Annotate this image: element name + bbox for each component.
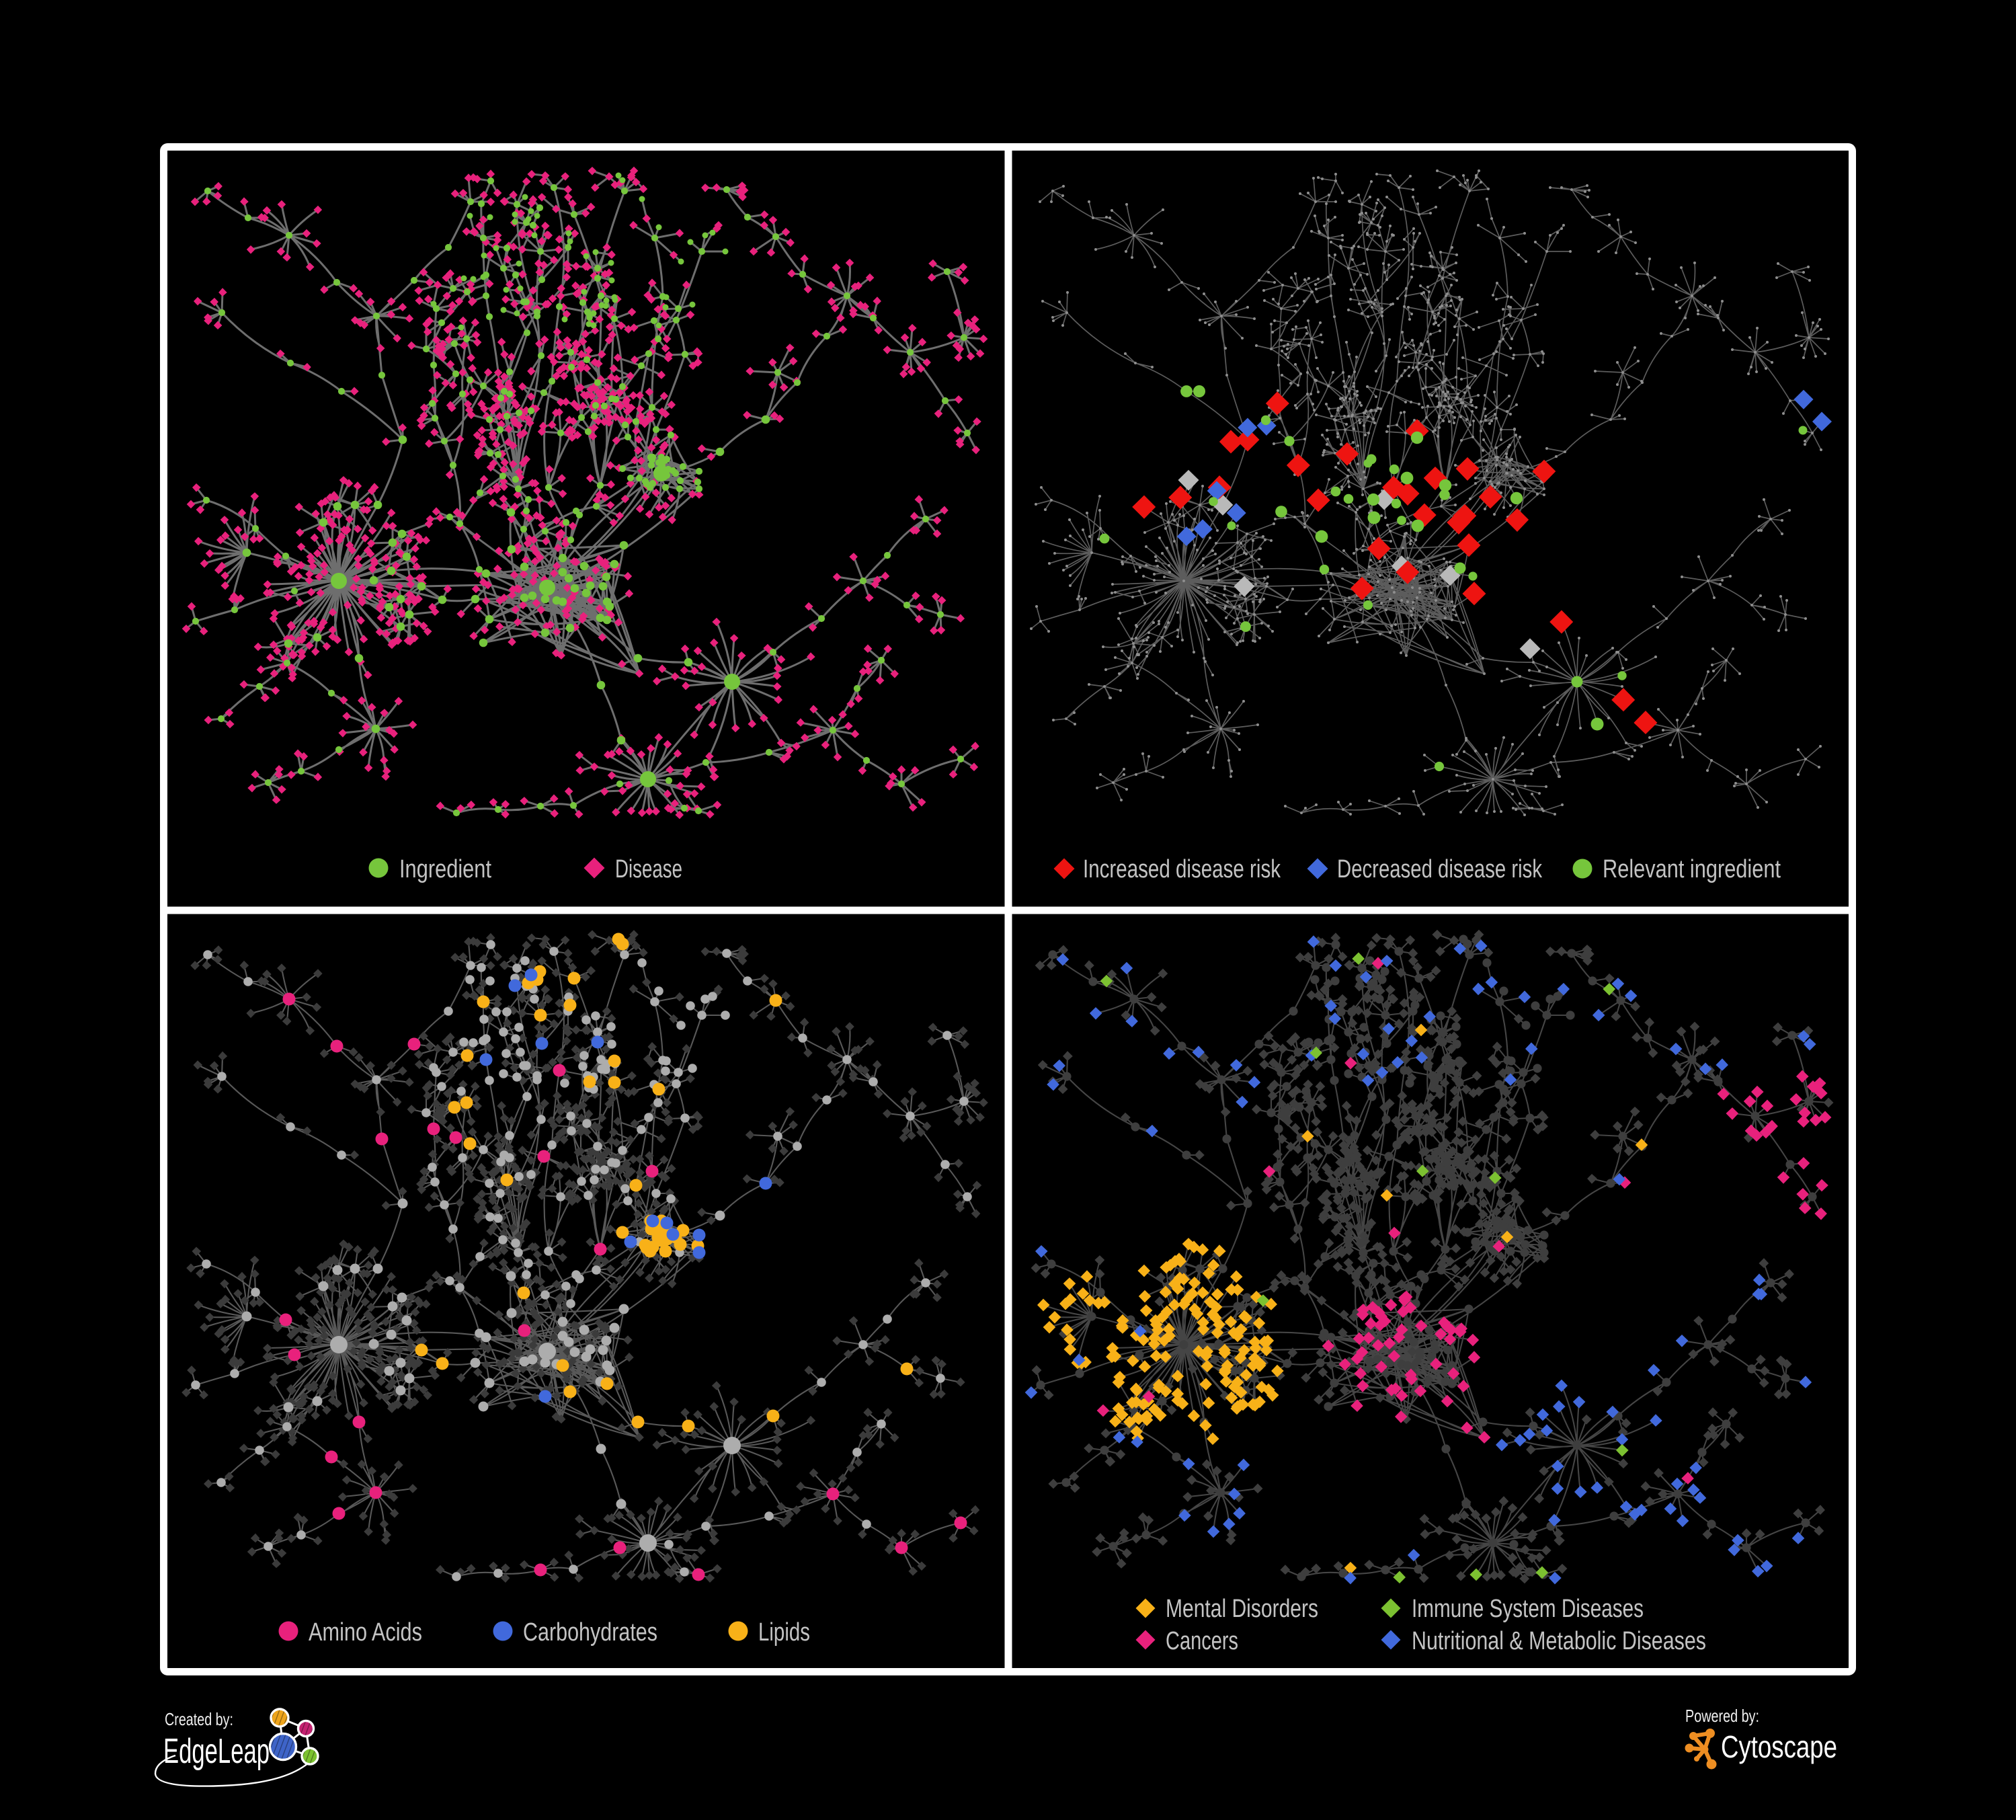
svg-text:Amino Acids: Amino Acids — [309, 1618, 422, 1647]
svg-text:Disease: Disease — [615, 855, 682, 883]
svg-text:Immune System Diseases: Immune System Diseases — [1412, 1595, 1644, 1623]
svg-text:Powered by:: Powered by: — [1685, 1706, 1759, 1726]
svg-text:Mental Disorders: Mental Disorders — [1166, 1595, 1318, 1623]
svg-text:Increased disease risk: Increased disease risk — [1083, 855, 1281, 883]
svg-text:Lipids: Lipids — [758, 1618, 810, 1647]
svg-text:Decreased disease risk: Decreased disease risk — [1337, 855, 1543, 883]
svg-text:Cancers: Cancers — [1166, 1627, 1238, 1655]
svg-text:EdgeLeap: EdgeLeap — [163, 1732, 270, 1771]
svg-text:Cytoscape: Cytoscape — [1721, 1729, 1837, 1764]
svg-text:Relevant ingredient: Relevant ingredient — [1603, 855, 1781, 883]
svg-text:Nutritional & Metabolic Diseas: Nutritional & Metabolic Diseases — [1412, 1627, 1706, 1655]
svg-text:Ingredient: Ingredient — [399, 855, 491, 883]
svg-text:Carbohydrates: Carbohydrates — [523, 1618, 657, 1647]
svg-text:Created by:: Created by: — [165, 1709, 233, 1729]
